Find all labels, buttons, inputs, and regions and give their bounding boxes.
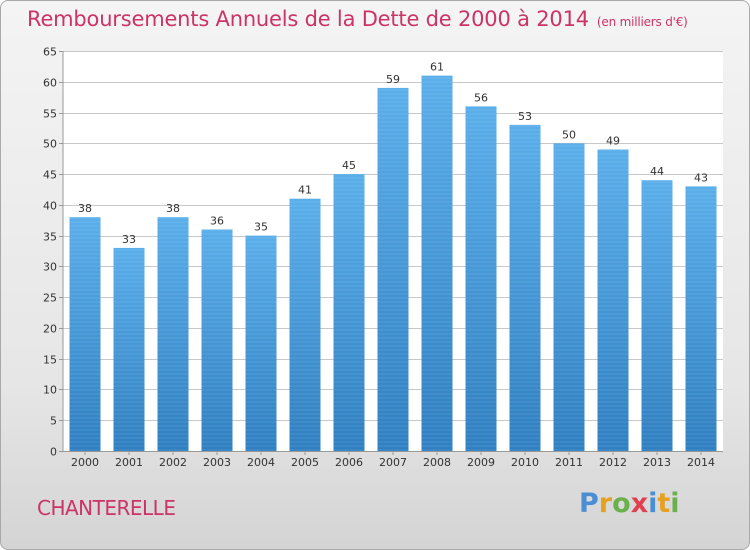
- x-tick-label: 2002: [159, 456, 187, 469]
- bar-texture: [69, 217, 101, 451]
- bar-value-label: 41: [298, 184, 312, 197]
- x-tick-label: 2004: [247, 456, 275, 469]
- bar-value-label: 35: [254, 221, 268, 234]
- bar-texture: [553, 143, 585, 452]
- x-tick-label: 2005: [291, 456, 319, 469]
- x-tick-label: 2010: [511, 456, 539, 469]
- logo-letter: x: [630, 488, 649, 519]
- bar-texture: [421, 75, 453, 451]
- bar-value-label: 45: [342, 159, 356, 172]
- bar-texture: [333, 174, 365, 452]
- bar-value-label: 56: [474, 91, 488, 104]
- y-tick-label: 40: [43, 200, 57, 213]
- x-tick-label: 2011: [555, 456, 583, 469]
- bar-value-label: 33: [122, 233, 136, 246]
- bar-texture: [377, 87, 409, 451]
- y-tick-label: 35: [43, 231, 57, 244]
- y-tick-label: 0: [50, 446, 57, 459]
- bar-value-label: 38: [166, 202, 180, 215]
- bar-texture: [465, 106, 497, 451]
- y-tick-label: 60: [43, 77, 57, 90]
- x-tick-label: 2006: [335, 456, 363, 469]
- bar-texture: [685, 186, 717, 451]
- x-tick-label: 2007: [379, 456, 407, 469]
- bar-texture: [113, 247, 145, 451]
- x-tick-label: 2013: [643, 456, 671, 469]
- bar-texture: [641, 180, 673, 451]
- bars: 38 33 38 36 35 41 45 59 61 56 53 50 49 44 43: [69, 61, 717, 452]
- bar-value-label: 36: [210, 214, 224, 227]
- chart-title: Remboursements Annuels de la Dette de 20…: [27, 7, 688, 31]
- y-tick-label: 5: [50, 415, 57, 428]
- logo-letter: i: [670, 488, 680, 519]
- x-tick-label: 2003: [203, 456, 231, 469]
- x-tick-label: 2009: [467, 456, 495, 469]
- y-tick-label: 45: [43, 169, 57, 182]
- bar-value-label: 50: [562, 128, 576, 141]
- y-tick-label: 65: [43, 46, 57, 59]
- y-tick-label: 30: [43, 261, 57, 274]
- y-tick-label: 50: [43, 138, 57, 151]
- y-tick-label: 25: [43, 292, 57, 305]
- x-tick-label: 2000: [71, 456, 99, 469]
- chart-subtitle: (en milliers d'€): [596, 15, 688, 29]
- bar-texture: [509, 124, 541, 451]
- bar-value-label: 49: [606, 134, 620, 147]
- x-tick-label: 2008: [423, 456, 451, 469]
- bar-texture: [157, 217, 189, 451]
- logo-letter: P: [579, 488, 599, 519]
- bar-value-label: 44: [650, 165, 664, 178]
- bar-texture: [201, 229, 233, 451]
- proxiti-logo[interactable]: Proxiti: [579, 488, 680, 519]
- bar-texture: [597, 149, 629, 451]
- x-tick-label: 2014: [687, 456, 715, 469]
- bar-texture: [289, 198, 321, 451]
- x-tick-label: 2001: [115, 456, 143, 469]
- y-tick-label: 15: [43, 354, 57, 367]
- bar-value-label: 59: [386, 73, 400, 86]
- bar-value-label: 61: [430, 61, 444, 74]
- bar-texture: [245, 235, 277, 451]
- logo-letter: t: [657, 488, 671, 519]
- y-tick-label: 55: [43, 108, 57, 121]
- y-tick-label: 20: [43, 323, 57, 336]
- bar-value-label: 38: [78, 202, 92, 215]
- place-name: CHANTERELLE: [37, 496, 176, 520]
- y-tick-label: 10: [43, 384, 57, 397]
- logo-letter: r: [598, 488, 613, 519]
- x-axis: 2000 2001 2002 2003 2004 2005 2006 2007 2008 2009…: [63, 451, 723, 469]
- bar-value-label: 53: [518, 110, 532, 123]
- bar-value-label: 43: [694, 171, 708, 184]
- title-text: Remboursements Annuels de la Dette de 20…: [27, 7, 589, 31]
- logo-letter: i: [648, 488, 658, 519]
- y-axis: 0 5 10 15 20 25 30 35 40 45 50 55 60 65: [43, 46, 64, 459]
- logo-letter: o: [612, 488, 631, 519]
- x-tick-label: 2012: [599, 456, 627, 469]
